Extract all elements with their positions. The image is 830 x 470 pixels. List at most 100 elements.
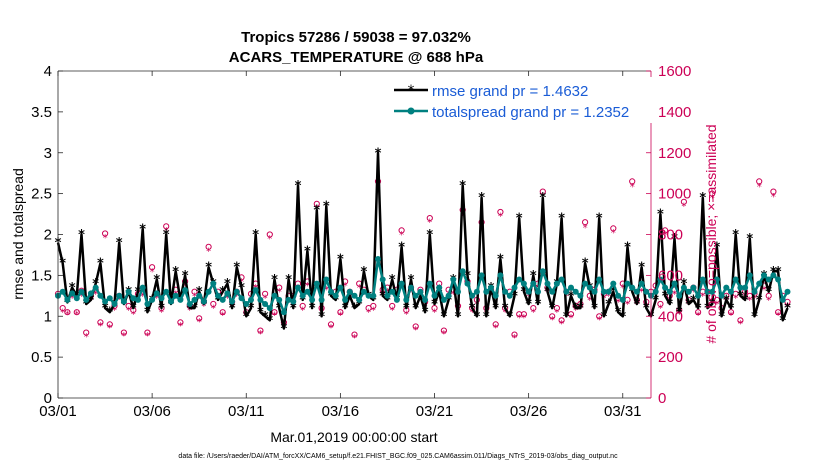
obs-possible-point <box>59 305 66 312</box>
rmse-point: * <box>135 285 142 300</box>
rmse-point: * <box>389 273 396 288</box>
rmse-point: * <box>577 302 584 317</box>
spread-point <box>238 295 245 302</box>
obs-possible-point <box>511 331 518 338</box>
legend-spread-marker <box>407 107 415 115</box>
spread-point <box>713 276 720 283</box>
spread-point <box>742 284 749 291</box>
rmse-point: * <box>624 240 631 255</box>
rmse-point: * <box>699 191 706 206</box>
rmse-point: * <box>572 302 579 317</box>
rmse-point: * <box>163 228 170 243</box>
spread-point <box>455 288 461 295</box>
spread-point <box>153 290 160 297</box>
spread-point <box>497 272 504 279</box>
rmse-point: * <box>412 302 419 317</box>
y-right-tick-label: 800 <box>658 227 683 244</box>
rmse-point: * <box>309 302 316 317</box>
obs-assimilated-point: * <box>164 226 169 237</box>
spread-point <box>662 284 669 291</box>
spread-point <box>525 288 532 295</box>
obs-possible-point <box>120 329 128 336</box>
spread-point <box>779 296 786 303</box>
rmse-point: * <box>426 228 433 243</box>
spread-point <box>69 290 76 297</box>
obs-possible-point <box>756 178 763 185</box>
obs-assimilated-point: * <box>498 212 503 223</box>
x-tick-label: 03/06 <box>133 403 171 420</box>
obs-assimilated-point: * <box>366 308 371 319</box>
obs-possible-point <box>149 264 156 271</box>
rmse-point: * <box>751 310 758 325</box>
spread-point <box>412 292 419 299</box>
spread-point <box>676 292 683 299</box>
obs-possible-point <box>412 323 419 330</box>
obs-assimilated-point: * <box>361 289 366 300</box>
spread-point <box>111 301 118 307</box>
spread-point <box>539 268 546 275</box>
obs-assimilated-point: * <box>470 308 475 319</box>
spread-point <box>186 301 193 307</box>
obs-assimilated-point: * <box>371 306 376 317</box>
spread-point <box>191 296 198 303</box>
rmse-point: * <box>69 281 76 296</box>
obs-possible-point <box>257 327 264 334</box>
spread-point <box>723 284 730 291</box>
obs-assimilated-point: * <box>550 315 555 326</box>
spread-point <box>530 280 537 287</box>
y-right-tick-label: 200 <box>658 349 683 366</box>
spread-point <box>680 284 687 291</box>
rmse-point: * <box>676 306 683 321</box>
spread-point <box>695 292 702 299</box>
rmse-point: * <box>756 293 763 308</box>
obs-assimilated-point: * <box>267 234 272 245</box>
spread-point <box>266 305 273 312</box>
obs-assimilated-point: * <box>409 287 414 298</box>
rmse-point: * <box>172 265 179 280</box>
obs-possible-point <box>727 309 735 316</box>
obs-possible-point <box>351 331 358 338</box>
obs-possible-point <box>398 227 405 234</box>
obs-assimilated-point: * <box>677 310 682 321</box>
rmse-point: * <box>615 306 622 321</box>
rmse-point: * <box>243 310 250 325</box>
rmse-point: * <box>417 289 424 304</box>
spread-point <box>219 296 226 303</box>
spread-point <box>229 298 236 305</box>
y-axis-left-label: rmse and totalspread <box>10 168 26 300</box>
obs-assimilated-point: * <box>74 310 79 321</box>
rmse-point: * <box>295 179 302 194</box>
rmse-point: * <box>318 310 325 325</box>
rmse-point: * <box>92 277 99 292</box>
obs-possible-point <box>210 300 217 308</box>
y-left-tick-label: 3 <box>44 145 52 162</box>
spread-point <box>732 276 739 283</box>
obs-assimilated-point: * <box>201 302 206 313</box>
obs-possible-point <box>516 311 523 318</box>
spread-point <box>332 292 339 299</box>
obs-assimilated-point: * <box>145 331 150 342</box>
obs-assimilated-point: * <box>681 201 686 212</box>
rmse-point: * <box>168 298 175 313</box>
rmse-point: * <box>497 253 504 268</box>
spread-point <box>299 292 306 299</box>
spread-point <box>478 272 485 279</box>
rmse-point: * <box>662 289 669 304</box>
obs-possible-point <box>680 198 688 205</box>
spread-point <box>351 292 358 299</box>
obs-assimilated-point: * <box>300 306 305 317</box>
rmse-point: * <box>257 306 264 321</box>
rmse-series-line <box>56 151 789 330</box>
spread-point <box>568 284 574 291</box>
obs-assimilated-point: * <box>658 304 663 315</box>
legend-rmse-marker: * <box>408 83 415 99</box>
obs-possible-point <box>558 317 565 324</box>
obs-assimilated-point: * <box>569 313 574 324</box>
obs-possible-point <box>83 329 90 336</box>
spread-point <box>615 292 622 299</box>
spread-point <box>728 288 734 295</box>
obs-assimilated-point: * <box>630 182 635 193</box>
spread-point <box>784 288 791 295</box>
spread-point <box>318 296 325 303</box>
rmse-point: * <box>530 269 537 284</box>
